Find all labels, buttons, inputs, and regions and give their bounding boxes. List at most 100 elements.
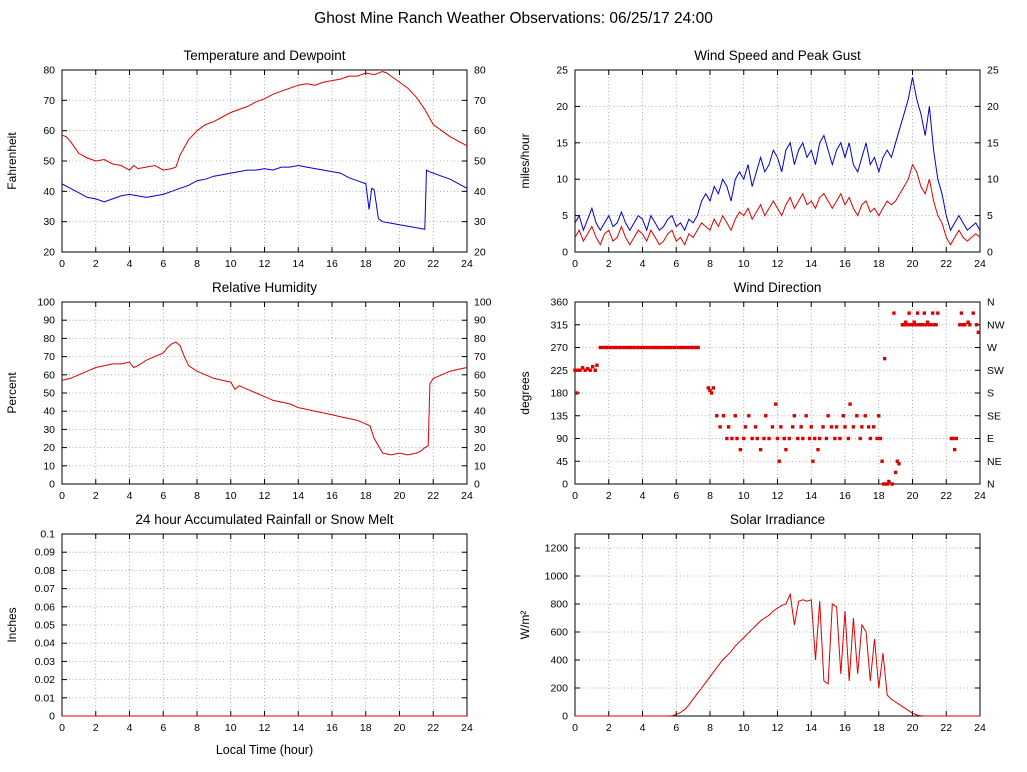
chart-solar-irradiance: 0 200 400 600 800 1000 1200 0 2 4 6 8 10 12 14 16 18 20 22… <box>513 506 1026 758</box>
svg-text:5: 5 <box>987 210 993 222</box>
svg-text:Local Time (hour): Local Time (hour) <box>216 743 313 757</box>
svg-text:16: 16 <box>326 490 338 502</box>
svg-text:E: E <box>987 433 994 445</box>
svg-text:315: 315 <box>550 319 568 331</box>
svg-text:Relative Humidity: Relative Humidity <box>212 280 317 295</box>
svg-text:0.06: 0.06 <box>35 601 56 613</box>
svg-text:40: 40 <box>43 186 55 198</box>
svg-text:8: 8 <box>194 722 200 734</box>
svg-text:270: 270 <box>550 342 568 354</box>
svg-text:12: 12 <box>772 490 784 502</box>
charts-grid: 20 20 30 30 40 40 50 50 60 60 70 70 80 80 0 2 4 6 8 10 12 14 1… <box>0 42 1027 758</box>
svg-text:60: 60 <box>474 369 486 381</box>
svg-text:22: 22 <box>427 722 439 734</box>
svg-text:70: 70 <box>474 351 486 363</box>
svg-text:22: 22 <box>940 490 952 502</box>
svg-text:400: 400 <box>550 655 568 667</box>
svg-text:8: 8 <box>707 258 713 270</box>
svg-text:10: 10 <box>225 722 237 734</box>
svg-text:180: 180 <box>550 388 568 400</box>
svg-text:40: 40 <box>474 186 486 198</box>
chart-relative-humidity: 0 0 10 10 20 20 30 30 40 40 50 50 60 60 70 70 80 80 90 90 10… <box>0 274 513 506</box>
svg-text:10: 10 <box>556 174 568 186</box>
svg-text:18: 18 <box>873 490 885 502</box>
svg-text:24 hour Accumulated Rainfall o: 24 hour Accumulated Rainfall or Snow Mel… <box>135 512 393 527</box>
svg-text:12: 12 <box>772 258 784 270</box>
svg-text:0.08: 0.08 <box>35 565 56 577</box>
svg-text:20: 20 <box>474 247 486 259</box>
svg-text:15: 15 <box>556 137 568 149</box>
svg-text:4: 4 <box>640 258 646 270</box>
svg-text:20: 20 <box>907 490 919 502</box>
svg-text:16: 16 <box>326 258 338 270</box>
svg-text:18: 18 <box>360 722 372 734</box>
svg-text:70: 70 <box>43 351 55 363</box>
svg-text:16: 16 <box>326 722 338 734</box>
svg-text:0: 0 <box>572 722 578 734</box>
svg-text:20: 20 <box>394 258 406 270</box>
svg-text:12: 12 <box>772 722 784 734</box>
svg-text:0: 0 <box>49 479 55 491</box>
svg-text:14: 14 <box>292 490 304 502</box>
svg-text:6: 6 <box>673 258 679 270</box>
svg-text:10: 10 <box>225 490 237 502</box>
svg-text:30: 30 <box>43 216 55 228</box>
svg-text:Solar Irradiance: Solar Irradiance <box>730 512 825 527</box>
svg-text:0: 0 <box>562 247 568 259</box>
svg-text:1000: 1000 <box>545 571 569 583</box>
svg-text:20: 20 <box>987 101 999 113</box>
svg-text:20: 20 <box>907 722 919 734</box>
svg-text:4: 4 <box>127 722 133 734</box>
svg-text:S: S <box>987 388 994 400</box>
svg-text:0.04: 0.04 <box>35 638 56 650</box>
svg-text:SW: SW <box>987 365 1004 377</box>
svg-text:80: 80 <box>43 333 55 345</box>
svg-text:24: 24 <box>974 722 986 734</box>
svg-text:20: 20 <box>474 442 486 454</box>
svg-text:10: 10 <box>43 460 55 472</box>
svg-text:16: 16 <box>839 722 851 734</box>
svg-text:45: 45 <box>556 456 568 468</box>
svg-text:22: 22 <box>427 258 439 270</box>
svg-text:20: 20 <box>43 247 55 259</box>
svg-text:18: 18 <box>873 722 885 734</box>
svg-text:70: 70 <box>43 95 55 107</box>
svg-text:6: 6 <box>673 722 679 734</box>
svg-text:135: 135 <box>550 410 568 422</box>
svg-text:10: 10 <box>738 490 750 502</box>
svg-text:10: 10 <box>738 722 750 734</box>
svg-text:Inches: Inches <box>5 607 19 642</box>
chart-rainfall: 0 0.01 0.02 0.03 0.04 0.05 0.06 0.07 0.08 0.09 0.1… <box>0 506 513 758</box>
svg-text:20: 20 <box>43 442 55 454</box>
svg-text:24: 24 <box>461 258 473 270</box>
svg-text:0: 0 <box>59 722 65 734</box>
svg-text:14: 14 <box>805 490 817 502</box>
svg-text:14: 14 <box>805 258 817 270</box>
svg-text:60: 60 <box>43 125 55 137</box>
svg-text:2: 2 <box>93 490 99 502</box>
svg-text:4: 4 <box>640 722 646 734</box>
svg-text:30: 30 <box>474 216 486 228</box>
svg-text:0.09: 0.09 <box>35 547 56 559</box>
svg-text:360: 360 <box>550 297 568 309</box>
svg-text:0.1: 0.1 <box>40 529 55 541</box>
svg-text:600: 600 <box>550 627 568 639</box>
svg-text:22: 22 <box>427 490 439 502</box>
svg-text:50: 50 <box>43 388 55 400</box>
svg-text:2: 2 <box>93 722 99 734</box>
svg-text:NW: NW <box>987 319 1005 331</box>
svg-text:0.03: 0.03 <box>35 656 56 668</box>
svg-text:15: 15 <box>987 137 999 149</box>
svg-text:70: 70 <box>474 95 486 107</box>
svg-text:0.02: 0.02 <box>35 674 56 686</box>
svg-text:SE: SE <box>987 410 1001 422</box>
svg-text:Temperature and Dewpoint: Temperature and Dewpoint <box>183 48 345 63</box>
svg-text:20: 20 <box>394 722 406 734</box>
svg-text:90: 90 <box>43 315 55 327</box>
svg-text:20: 20 <box>907 258 919 270</box>
svg-text:0: 0 <box>49 711 55 723</box>
chart-temperature-dewpoint: 20 20 30 30 40 40 50 50 60 60 70 70 80 80 0 2 4 6 8 10 12 14 1… <box>0 42 513 274</box>
svg-text:0.07: 0.07 <box>35 583 56 595</box>
svg-text:0: 0 <box>572 490 578 502</box>
